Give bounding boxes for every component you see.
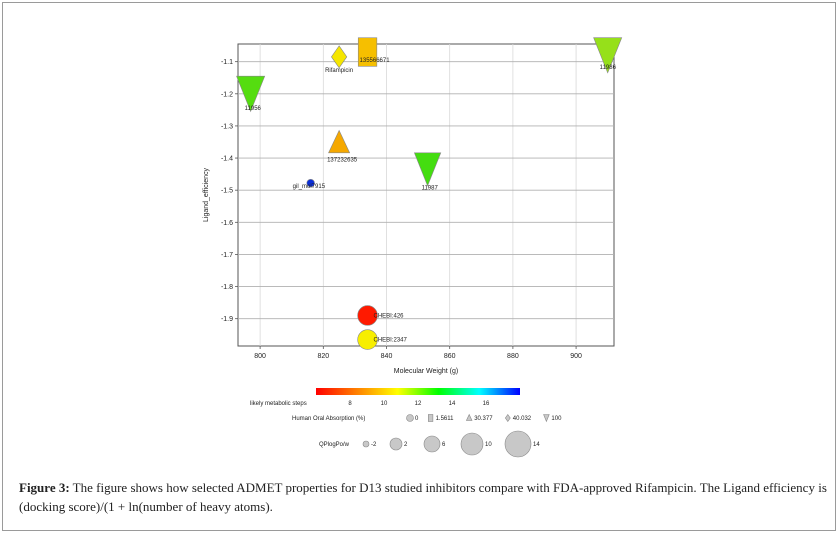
shape-legend-label: 0 [415,416,419,422]
x-tick-label: 800 [254,353,266,360]
point-label: Rifampicin [325,68,353,74]
size-legend-label: 6 [442,442,446,448]
point-label: 137232635 [327,158,358,164]
size-legend-label: 2 [404,442,408,448]
y-tick-label: -1.5 [221,188,233,195]
shape-legend-label: 1.5611 [436,416,455,422]
data-point [331,45,348,69]
colorbar [316,388,520,395]
shape-legend-label: 30.377 [474,416,493,422]
plot-area [237,43,615,347]
y-tick-label: -1.8 [221,284,233,291]
point-label: gil_mol7915 [293,184,326,190]
y-tick-label: -1.2 [221,91,233,98]
data-point [328,129,351,154]
colorbar-tick-label: 12 [415,401,422,407]
data-point [357,37,378,67]
size-legend-circle [389,437,403,451]
shape-legend-symbol [543,414,550,423]
shape-legend-label: 40.032 [513,416,532,422]
y-axis-label: Ligand_efficiency [203,168,210,222]
y-tick-label: -1.4 [221,156,233,163]
data-point [236,75,266,113]
point-label: 11986 [600,65,617,71]
size-legend-circle [460,432,484,456]
shape-legend-symbol [504,413,511,423]
x-axis-label: Molecular Weight (g) [394,368,458,375]
y-tick-label: -1.1 [221,59,233,66]
shape-legend-symbol [406,414,414,422]
x-tick-label: 860 [444,353,456,360]
colorbar-tick-label: 14 [449,401,456,407]
size-legend-title: QPlogPo/w [319,442,350,448]
x-tick-label: 840 [381,353,393,360]
colorbar-tick-label: 16 [483,401,490,407]
data-point [357,329,378,350]
shape-legend-symbol [465,413,473,421]
colorbar-tick-label: 8 [348,401,352,407]
x-tick-label: 820 [317,353,329,360]
y-tick-label: -1.6 [221,220,233,227]
x-tick-label: 900 [570,353,582,360]
data-point [593,37,623,74]
point-label: 11956 [245,106,262,112]
caption-label: Figure 3: [19,480,70,495]
size-legend-label: 14 [533,442,540,448]
y-tick-label: -1.3 [221,123,233,130]
data-point [413,152,442,187]
y-tick-label: -1.7 [221,252,233,259]
point-label: CHEBI:426 [373,313,404,319]
colorbar-tick-label: 10 [381,401,388,407]
size-legend-circle [504,430,532,458]
data-point [357,305,378,326]
colorbar-title: likely metabolic steps [250,401,307,407]
data-point [306,178,315,188]
figure-caption: Figure 3: The figure shows how selected … [19,478,831,516]
size-legend-label: -2 [371,442,377,448]
size-legend-label: 10 [485,442,492,448]
size-legend-circle [423,435,441,453]
caption-text: The figure shows how selected ADMET prop… [19,480,827,514]
point-label: CHEBI:2347 [373,338,407,344]
point-label: 11987 [422,185,439,191]
point-label: 135566671 [360,58,391,64]
x-tick-label: 880 [507,353,519,360]
y-tick-label: -1.9 [221,316,233,323]
admet-scatter-chart: 800 820 840 860 880 900-1.1-1.2-1.3-1.4-1.5-1… [203,37,623,458]
shape-legend-symbol [428,414,434,422]
shape-legend-label: 100 [551,416,562,422]
shape-legend-title: Human Oral Absorption (%) [292,416,365,422]
size-legend-circle [362,440,370,448]
